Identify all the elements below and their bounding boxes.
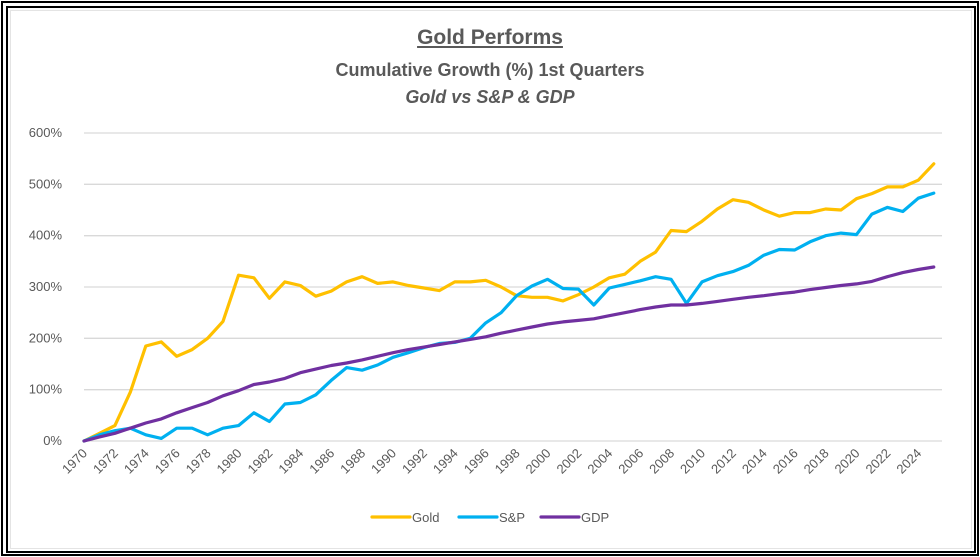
y-tick-label: 100% bbox=[29, 382, 63, 397]
x-tick-label: 1984 bbox=[275, 446, 306, 477]
x-tick-label: 2020 bbox=[832, 446, 863, 477]
x-tick-label: 2016 bbox=[770, 446, 801, 477]
x-tick-label: 1970 bbox=[59, 446, 90, 477]
inner-border bbox=[6, 6, 976, 553]
x-tick-label: 1994 bbox=[430, 446, 461, 477]
series-line-gold bbox=[82, 162, 936, 443]
series-lines bbox=[82, 162, 936, 443]
chart-subtitle: Cumulative Growth (%) 1st Quarters bbox=[335, 60, 645, 80]
y-tick-label: 600% bbox=[29, 125, 63, 140]
y-tick-label: 500% bbox=[29, 176, 63, 191]
gridlines bbox=[84, 132, 942, 442]
series-line-s-p bbox=[82, 191, 936, 443]
x-tick-label: 1974 bbox=[121, 446, 152, 477]
x-tick-label: 1990 bbox=[368, 446, 399, 477]
y-tick-label: 200% bbox=[29, 330, 63, 345]
legend-item-s-p: S&P bbox=[457, 510, 525, 525]
legend-item-gdp: GDP bbox=[539, 510, 609, 525]
chart-area-border bbox=[10, 10, 972, 549]
y-tick-label: 400% bbox=[29, 228, 63, 243]
x-tick-label: 2004 bbox=[584, 446, 615, 477]
legend-label: S&P bbox=[499, 510, 525, 525]
legend-label: Gold bbox=[412, 510, 439, 525]
x-tick-label: 2022 bbox=[862, 446, 893, 477]
x-tick-label: 2012 bbox=[708, 446, 739, 477]
chart-subtitle-italic: Gold vs S&P & GDP bbox=[405, 87, 575, 107]
legend-item-gold: Gold bbox=[370, 510, 439, 525]
chart-title: Gold Performs bbox=[417, 26, 563, 49]
x-tick-label: 1978 bbox=[183, 446, 214, 477]
x-tick-label: 1998 bbox=[492, 446, 523, 477]
x-tick-label: 1992 bbox=[399, 446, 430, 477]
x-tick-label: 1980 bbox=[214, 446, 245, 477]
x-tick-label: 2014 bbox=[739, 446, 770, 477]
x-tick-label: 1972 bbox=[90, 446, 121, 477]
x-tick-label: 2008 bbox=[646, 446, 677, 477]
legend-label: GDP bbox=[581, 510, 609, 525]
x-tick-label: 1982 bbox=[244, 446, 275, 477]
x-tick-label: 1988 bbox=[337, 446, 368, 477]
x-tick-label: 2000 bbox=[523, 446, 554, 477]
x-tick-label: 2002 bbox=[553, 446, 584, 477]
y-axis-ticks: 0% 100% 200% 300% 400% 500% 600% bbox=[29, 125, 63, 448]
y-tick-label: 300% bbox=[29, 279, 63, 294]
x-axis-ticks: 1970 1972 1974 1976 1978 1980 1982 1984 1986 1988… bbox=[59, 446, 924, 477]
x-tick-label: 2006 bbox=[615, 446, 646, 477]
x-tick-label: 1986 bbox=[306, 446, 337, 477]
y-tick-label: 0% bbox=[43, 433, 62, 448]
legend: Gold S&P GDP bbox=[370, 510, 609, 525]
x-tick-label: 2024 bbox=[893, 446, 924, 477]
series-line-gdp bbox=[82, 265, 936, 443]
x-tick-label: 1996 bbox=[461, 446, 492, 477]
x-tick-label: 2018 bbox=[801, 446, 832, 477]
x-tick-label: 1976 bbox=[152, 446, 183, 477]
x-tick-label: 2010 bbox=[677, 446, 708, 477]
